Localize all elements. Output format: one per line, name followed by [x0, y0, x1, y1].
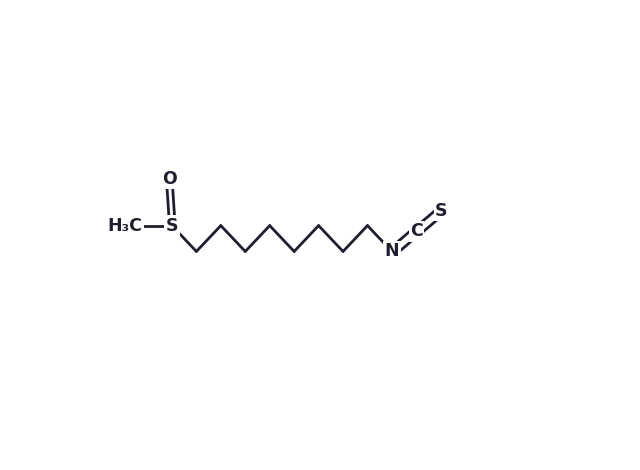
Text: N: N	[385, 243, 399, 260]
Text: S: S	[435, 202, 447, 220]
Text: S: S	[166, 217, 178, 235]
Text: H₃C: H₃C	[108, 217, 142, 235]
Text: C: C	[410, 222, 423, 240]
Text: O: O	[162, 170, 177, 188]
